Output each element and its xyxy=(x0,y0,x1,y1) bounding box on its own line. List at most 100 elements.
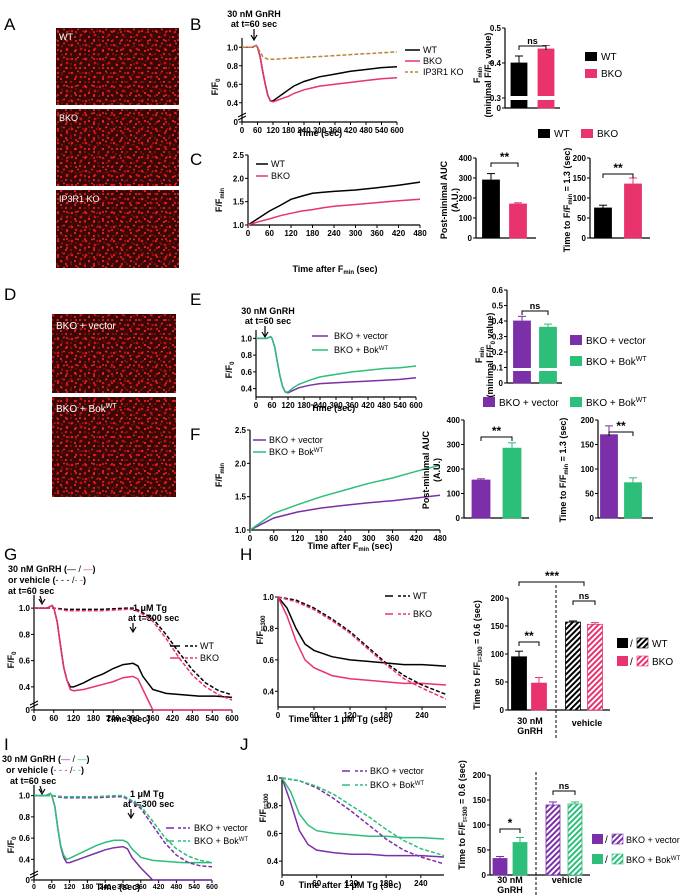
series-line-vector-vehicle xyxy=(281,777,445,865)
x-tick-label: 240 xyxy=(327,229,341,238)
legend-label-bko: BKO xyxy=(423,56,442,66)
x-axis-label: Time after Fmin (sec) xyxy=(307,541,392,553)
bar xyxy=(482,179,500,239)
y-axis-label: F/Fmin xyxy=(214,188,226,213)
legend-swatch-bko xyxy=(617,656,628,666)
x-tick-label: 360 xyxy=(345,401,359,410)
tg-time-label: at t=300 sec xyxy=(123,799,174,809)
legend-label-bok: BKO + BokWT xyxy=(586,356,647,368)
micrograph-bko-vector: BKO + vector xyxy=(52,314,176,393)
x-tick-label: 120 xyxy=(284,229,298,238)
x-tick-label: 480 xyxy=(171,884,183,891)
tg-time-label: at t=300 sec xyxy=(128,613,179,623)
group-label-gnrh-2: GnRH xyxy=(497,885,523,895)
series-line-wt-vehicle xyxy=(34,607,233,696)
legend-label-bok: BKO + BokWT xyxy=(194,836,248,846)
y-tick-label: 1.0 xyxy=(233,221,245,230)
panel-letter-f: F xyxy=(190,425,200,444)
y-tick-label: 0 xyxy=(582,234,587,243)
y-axis-label: F/F0 xyxy=(210,78,222,96)
x-tick-label: 60 xyxy=(265,229,274,238)
legend-label-wt: WT xyxy=(652,639,668,650)
y-tick-label: 200 xyxy=(447,465,461,474)
legend-label-bko: BKO xyxy=(413,609,432,619)
y-tick-label: 0.4 xyxy=(267,857,279,866)
y-tick-label: 0 xyxy=(26,706,31,715)
panel-e-line-chart: 30 nM GnRH at t=60 sec F/F0 Time (sec) 0… xyxy=(224,306,423,413)
y-tick-label: 50 xyxy=(477,846,486,855)
legend-label-bok: BKO + BokWT xyxy=(626,855,680,865)
x-tick-label: 0 xyxy=(32,884,36,891)
x-tick-label: 540 xyxy=(206,714,220,723)
micrograph-wt: WT xyxy=(56,28,179,105)
series-line-bko-bok xyxy=(256,335,417,393)
y-axis-label: Fmin xyxy=(474,347,486,364)
panel-c-line-chart: WT BKO F/Fmin Time after Fmin (sec) 0 60 1… xyxy=(214,129,618,276)
x-tick-label: 60 xyxy=(269,534,278,543)
x-tick-label: 0 xyxy=(280,879,285,888)
legend-swatch-wt xyxy=(617,638,628,648)
y-tick-label: 1.0 xyxy=(267,774,279,783)
legend-label-bok: BKO + BokWT xyxy=(334,345,388,355)
legend-label-wt: WT xyxy=(554,129,570,140)
legend: BKO + vector BKO + BokWT xyxy=(570,335,647,368)
x-tick-label: 240 xyxy=(313,401,327,410)
y-tick-label: 0.2 xyxy=(492,348,504,357)
y-tick-label: 0 xyxy=(234,118,239,127)
panel-c-auc-chart: Post-minimal AUC (A.U.) 0 100 200 300 400 ** xyxy=(439,150,536,243)
legend: WT BKO IP3R1 KO xyxy=(405,45,464,77)
legend-label-bko: BKO xyxy=(200,653,219,663)
y-tick-label: 0 xyxy=(468,234,473,243)
x-tick-label: 0 xyxy=(246,229,251,238)
y-tick-label: 400 xyxy=(459,154,473,163)
panel-letter-c: C xyxy=(190,150,202,169)
y-axis-label: F/Ft=300 xyxy=(255,615,267,645)
y-tick-label: 100 xyxy=(573,194,587,203)
axis-break xyxy=(29,700,39,709)
y-tick-label: 50 xyxy=(495,678,504,687)
y-axis-label-2: (minimal F/F0 value) xyxy=(483,33,495,118)
x-tick-label: 240 xyxy=(414,879,428,888)
tg-label: 1 μM Tg xyxy=(130,789,164,799)
series-line-bok-vehicle xyxy=(281,777,445,857)
stim-arrow xyxy=(261,326,269,339)
y-axis-label-2: (A.U.) xyxy=(450,188,460,212)
x-tick-label: 120 xyxy=(345,879,359,888)
y-tick-label: 0 xyxy=(590,514,595,523)
bar xyxy=(624,482,642,519)
group-label-gnrh-1: 30 nM xyxy=(497,875,523,885)
y-tick-label: 0.4 xyxy=(227,99,239,108)
stim-label: 30 nM GnRH xyxy=(227,9,281,19)
series-line-wt xyxy=(247,181,421,226)
y-tick-label: 0.4 xyxy=(19,683,31,692)
x-tick-label: 600 xyxy=(206,884,218,891)
y-tick-label: 0.6 xyxy=(492,286,504,295)
y-tick-label: 0.6 xyxy=(241,368,253,377)
y-axis-label: F/Fmin xyxy=(214,463,226,488)
tg-label: 1 μM Tg xyxy=(133,603,167,613)
significance-3-bracket xyxy=(572,600,596,605)
stim-label-2: or vehicle (- - - /- -) xyxy=(8,575,86,585)
legend-label-vector: BKO + vector xyxy=(586,336,646,347)
x-tick-label: 360 xyxy=(135,884,147,891)
panel-h-bar-chart: Time to F/Ft=300 = 0.6 (sec) 0 50 100 150 20… xyxy=(472,569,673,740)
x-tick-label: 0 xyxy=(32,714,37,723)
series-line-bko-vehicle xyxy=(34,607,233,701)
x-tick-label: 180 xyxy=(82,884,94,891)
panel-letter-g: G xyxy=(4,545,17,564)
x-tick-label: 360 xyxy=(386,534,400,543)
bar xyxy=(510,62,528,109)
legend: BKO + vector BKO + BokWT xyxy=(342,766,424,790)
legend-swatch-vector-hatched xyxy=(611,833,624,845)
x-tick-label: 480 xyxy=(186,714,200,723)
legend-swatch-vector xyxy=(592,834,603,844)
significance-bracket xyxy=(521,310,549,315)
micrograph-label: IP3R1 KO xyxy=(59,194,100,204)
x-tick-label: 420 xyxy=(410,534,424,543)
x-tick-label: 0 xyxy=(276,711,281,720)
y-axis-label: Time to F/Ft=300 = 0.6 (sec) xyxy=(457,760,469,870)
significance-label-2: *** xyxy=(545,569,559,583)
series-line-bko-gnrh xyxy=(277,596,447,686)
bar xyxy=(492,858,508,876)
legend-swatch-wt xyxy=(585,52,597,61)
